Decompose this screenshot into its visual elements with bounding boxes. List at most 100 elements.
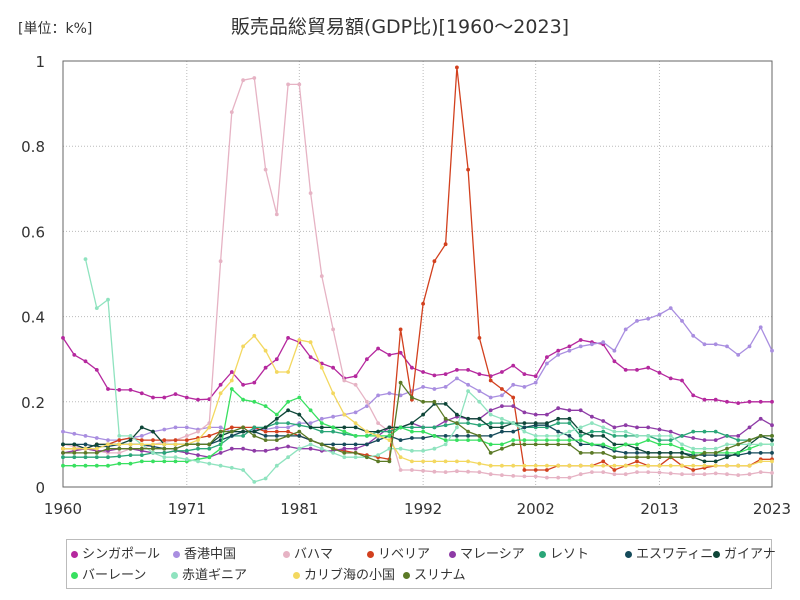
- legend-label: 赤道ギニア: [182, 568, 248, 583]
- data-point: [668, 471, 673, 476]
- data-point: [500, 425, 504, 430]
- legend-label: マレーシア: [460, 547, 525, 562]
- legend-swatch: [449, 551, 456, 558]
- legend-item: 香港中国: [173, 543, 236, 562]
- data-point: [758, 434, 763, 438]
- data-point: [319, 416, 324, 421]
- data-point: [139, 442, 144, 447]
- data-point: [545, 434, 549, 438]
- data-point: [488, 434, 493, 438]
- data-point: [398, 327, 403, 332]
- data-point: [657, 470, 662, 475]
- data-point: [612, 348, 617, 353]
- data-point: [680, 378, 684, 383]
- data-point: [601, 442, 606, 447]
- data-point: [590, 470, 594, 474]
- data-point: [522, 425, 527, 430]
- data-point: [398, 438, 403, 442]
- data-point: [376, 346, 380, 351]
- series-line-1: [62, 307, 773, 441]
- data-point: [61, 451, 65, 455]
- data-point: [567, 442, 572, 447]
- data-point: [500, 370, 504, 374]
- data-point: [308, 191, 313, 196]
- data-point: [680, 319, 684, 323]
- data-point: [612, 463, 617, 468]
- data-point: [668, 442, 673, 447]
- data-point: [545, 468, 549, 472]
- data-point: [443, 442, 448, 447]
- data-point: [331, 446, 335, 451]
- data-point: [263, 429, 268, 434]
- data-point: [668, 438, 673, 442]
- data-point: [432, 387, 437, 391]
- data-point: [387, 391, 392, 396]
- data-point: [173, 455, 178, 460]
- data-point: [94, 463, 99, 468]
- data-point: [241, 382, 246, 387]
- data-point: [556, 429, 561, 434]
- data-point: [725, 455, 729, 460]
- data-point: [241, 468, 246, 472]
- data-point: [252, 399, 257, 404]
- data-point: [601, 419, 606, 423]
- data-point: [623, 429, 628, 434]
- data-point: [500, 442, 504, 447]
- legend-swatch: [71, 551, 78, 558]
- legend-swatch: [71, 572, 78, 579]
- data-point: [758, 451, 763, 455]
- data-point: [241, 434, 246, 438]
- data-point: [263, 476, 268, 481]
- data-point: [274, 370, 279, 374]
- data-point: [623, 423, 628, 428]
- data-point: [151, 451, 155, 455]
- data-point: [601, 459, 606, 464]
- data-point: [207, 434, 212, 438]
- data-point: [747, 446, 752, 451]
- series-line-9: [84, 258, 772, 483]
- data-point: [432, 373, 437, 378]
- data-point: [590, 451, 594, 455]
- data-point: [635, 368, 639, 372]
- data-point: [668, 429, 673, 434]
- legend-label: レソト: [550, 547, 590, 562]
- data-point: [533, 463, 538, 468]
- data-point: [623, 455, 628, 460]
- data-point: [567, 434, 572, 438]
- series-line-5: [63, 422, 772, 458]
- data-point: [398, 380, 403, 385]
- data-point: [601, 340, 606, 345]
- data-point: [252, 480, 257, 484]
- data-point: [668, 455, 673, 460]
- data-point: [106, 455, 110, 460]
- data-point: [432, 399, 437, 404]
- data-point: [184, 425, 189, 430]
- legend-label: カリブ海の小国: [304, 568, 396, 583]
- data-point: [612, 446, 617, 451]
- data-point: [297, 423, 302, 428]
- data-point: [398, 393, 403, 398]
- data-point: [758, 416, 763, 421]
- data-point: [207, 442, 212, 447]
- data-point: [308, 425, 313, 430]
- data-point: [173, 392, 178, 396]
- data-point: [286, 425, 290, 430]
- data-point: [410, 421, 414, 425]
- data-point: [590, 463, 594, 468]
- data-point: [443, 459, 448, 464]
- data-point: [567, 475, 572, 480]
- data-point: [286, 421, 290, 425]
- data-point: [612, 434, 617, 438]
- data-point: [770, 471, 774, 475]
- data-point: [387, 438, 392, 442]
- legend-swatch: [173, 551, 180, 558]
- data-point: [680, 455, 684, 460]
- data-point: [342, 442, 347, 447]
- data-point: [61, 446, 65, 451]
- data-point: [162, 427, 167, 432]
- data-point: [770, 399, 774, 404]
- data-point: [477, 389, 482, 393]
- data-point: [635, 425, 639, 430]
- data-point: [207, 455, 212, 460]
- data-point: [578, 425, 583, 430]
